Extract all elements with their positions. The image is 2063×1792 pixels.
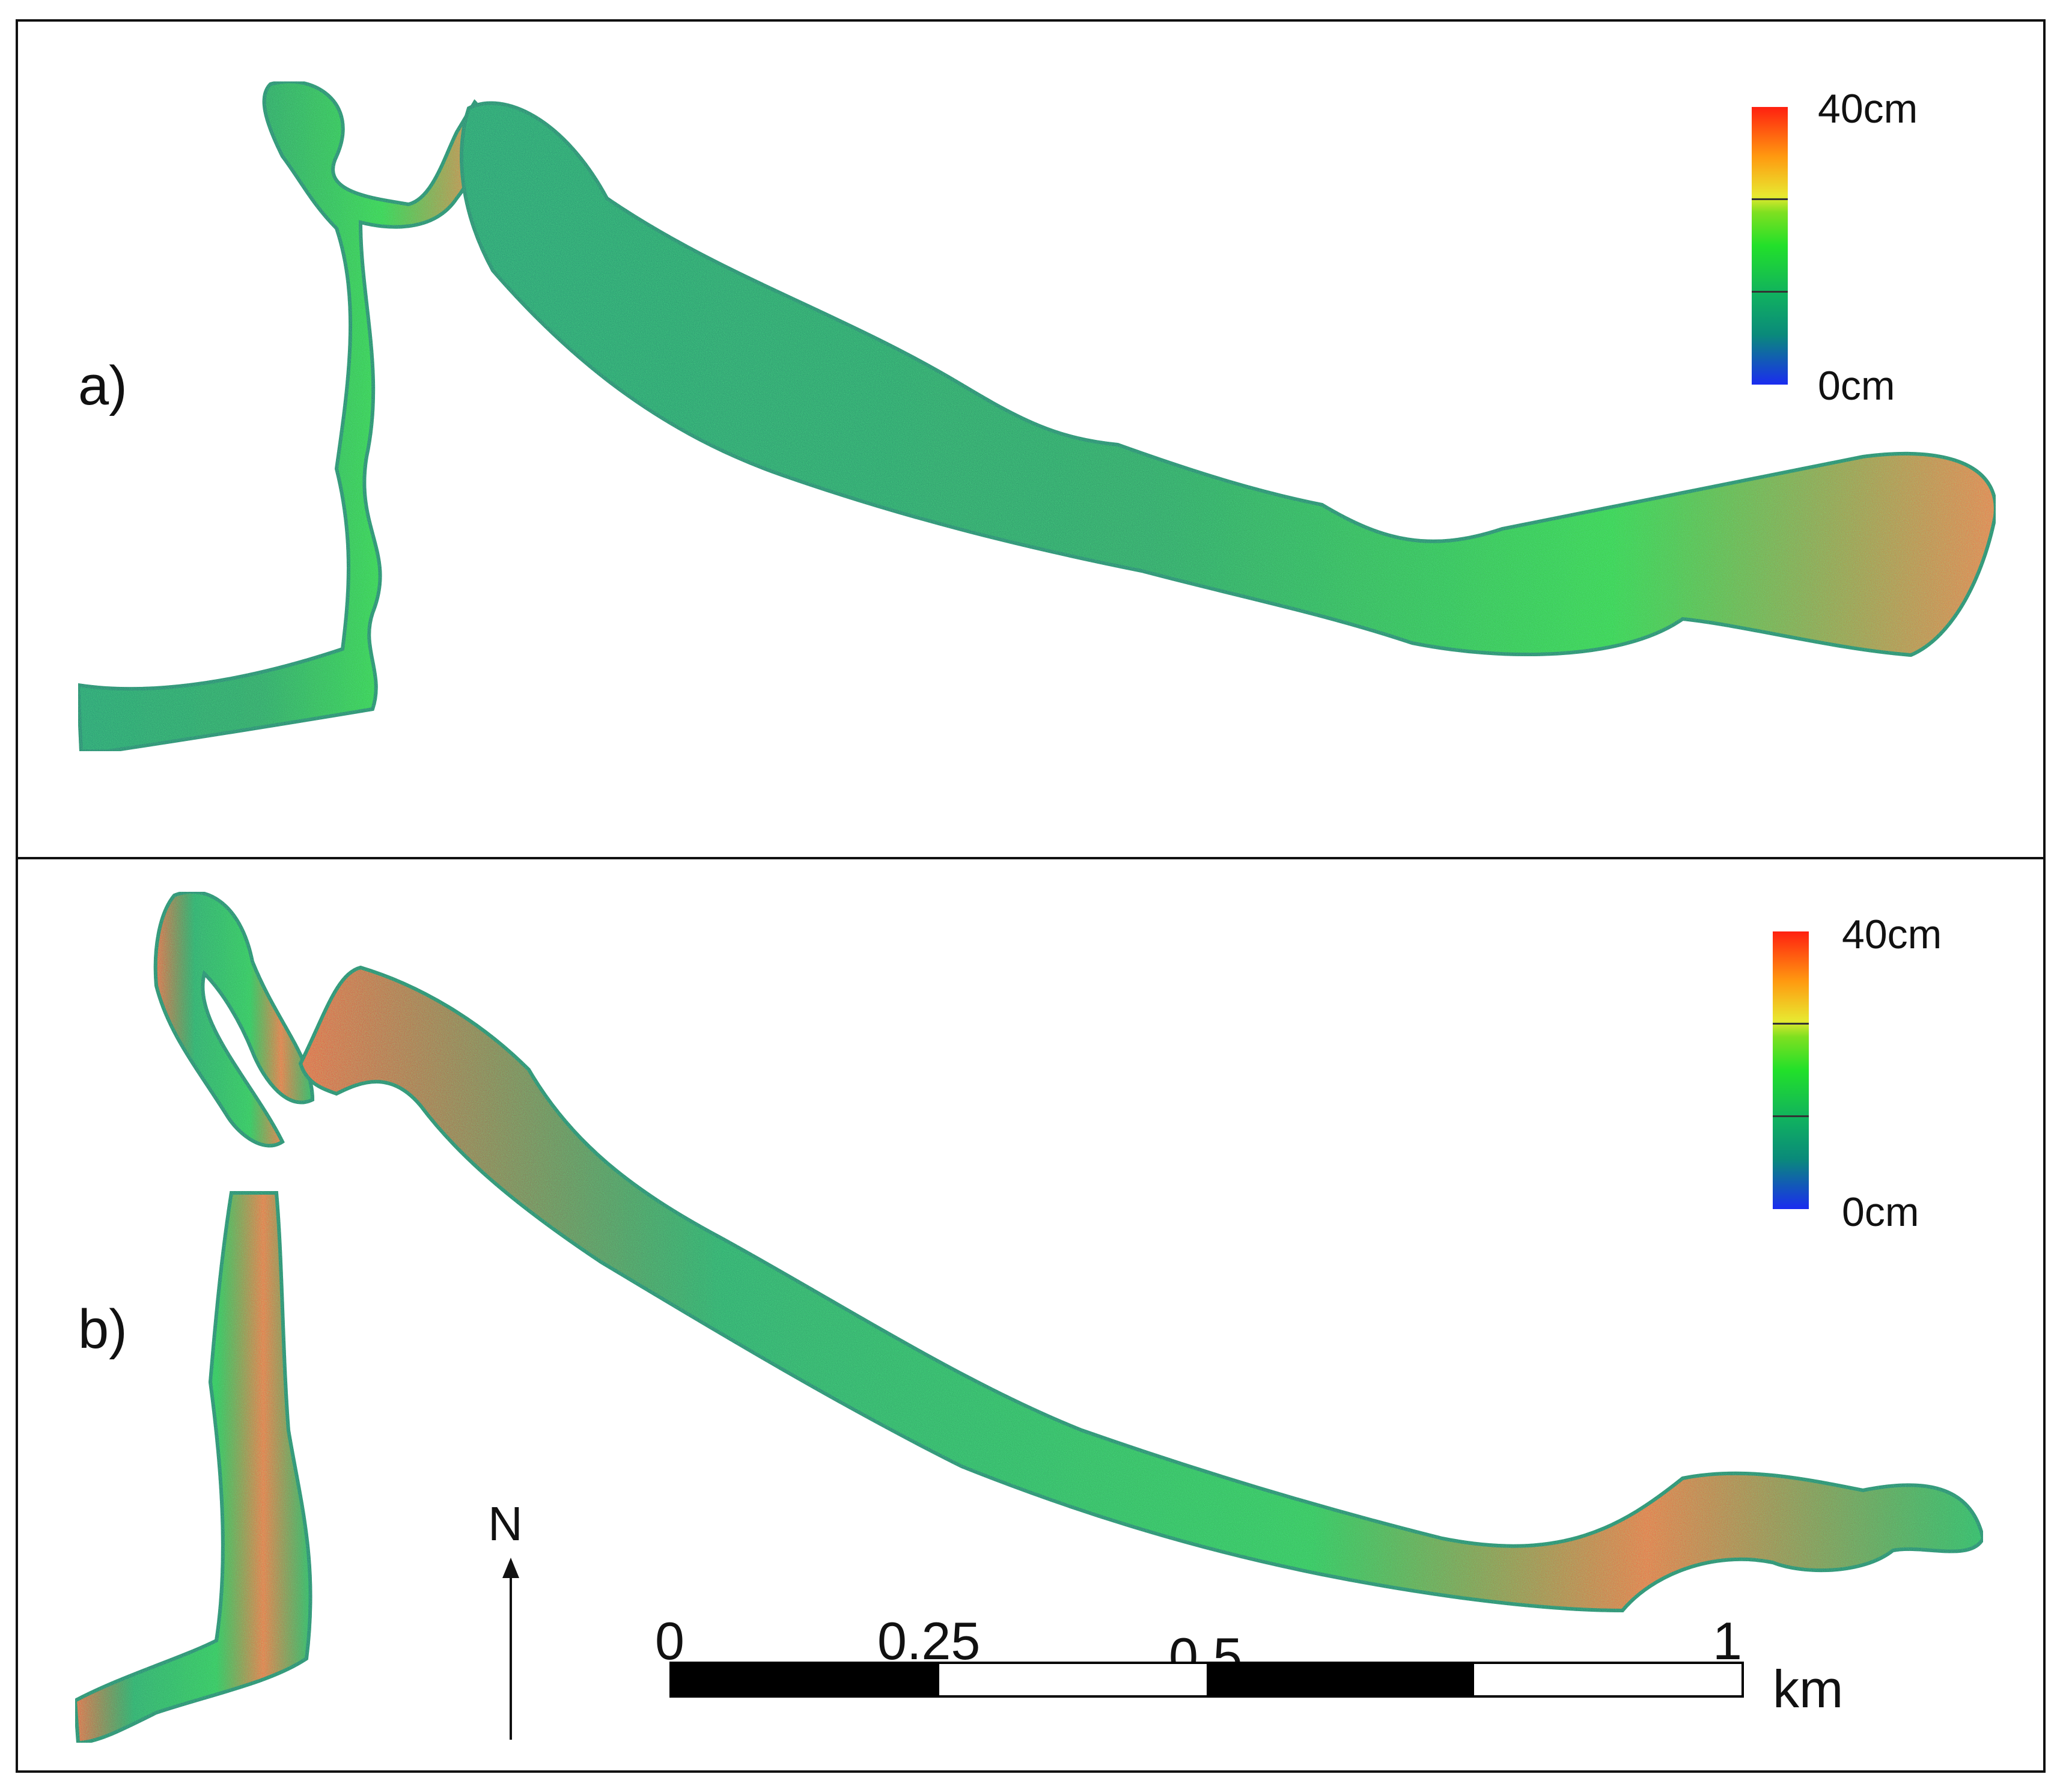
figure-frame [16, 19, 2046, 1773]
scale-tick-0: 0 [655, 1611, 684, 1671]
north-arrow-label: N [488, 1497, 523, 1550]
panel-label-a: a) [78, 355, 127, 416]
river-channel-b-main [298, 965, 1985, 1613]
river-channel-a-tributary [76, 79, 486, 753]
river-map-a [76, 79, 1997, 753]
colorbar-a [1752, 107, 1788, 385]
colorbar-b-tick [1773, 1023, 1809, 1025]
colorbar-a-min-label: 0cm [1818, 363, 1895, 409]
river-channel-a-main [460, 101, 1997, 657]
colorbar-b-min-label: 0cm [1842, 1189, 1919, 1235]
scale-unit-label: km [1773, 1659, 1844, 1719]
scale-segment [1474, 1664, 1742, 1695]
river-channel-b-tributary [73, 1191, 312, 1745]
scale-bar [669, 1662, 1744, 1698]
scale-segment [939, 1664, 1207, 1695]
colorbar-b-max-label: 40cm [1842, 912, 1942, 957]
north-arrow-icon [502, 1558, 519, 1740]
scale-tick-1: 1 [1713, 1611, 1742, 1671]
scale-segment [1207, 1664, 1474, 1695]
colorbar-a-max-label: 40cm [1818, 86, 1918, 132]
scale-tick-025: 0.25 [877, 1611, 981, 1671]
panel-divider [16, 857, 2046, 859]
colorbar-a-tick [1752, 198, 1788, 200]
colorbar-b-tick [1773, 1115, 1809, 1117]
scale-segment [672, 1664, 939, 1695]
colorbar-b [1773, 931, 1809, 1209]
panel-label-b: b) [78, 1299, 127, 1360]
colorbar-a-tick [1752, 291, 1788, 293]
river-channel-b-fragment [153, 890, 315, 1148]
